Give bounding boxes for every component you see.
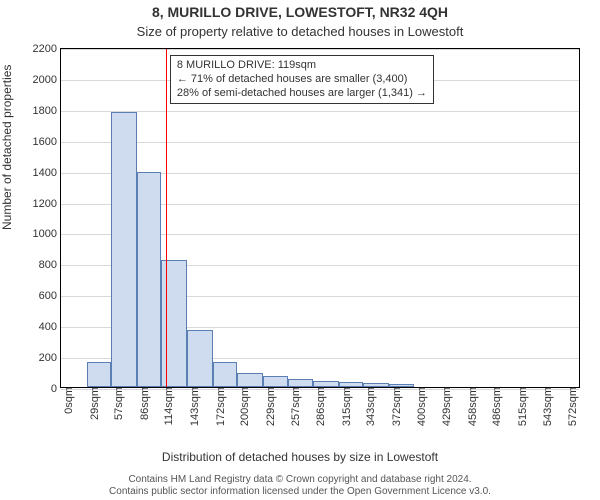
x-tick-label: 286sqm (313, 387, 327, 426)
x-tick-label: 143sqm (187, 387, 201, 426)
y-tick-label: 2000 (33, 74, 61, 86)
histogram-bar (237, 373, 263, 387)
histogram-bar (187, 330, 213, 387)
gridline (61, 111, 579, 112)
x-tick-label: 172sqm (213, 387, 227, 426)
reference-line (166, 49, 167, 387)
x-tick-label: 458sqm (465, 387, 479, 426)
x-axis-label: Distribution of detached houses by size … (0, 450, 600, 464)
annotation-line3: 28% of semi-detached houses are larger (… (177, 87, 427, 101)
y-tick-label: 1600 (33, 136, 61, 148)
x-tick-label: 29sqm (87, 387, 101, 420)
x-tick-label: 343sqm (363, 387, 377, 426)
footer-line2: Contains public sector information licen… (0, 486, 600, 498)
chart-title-line2: Size of property relative to detached ho… (0, 24, 600, 39)
y-tick-label: 1400 (33, 167, 61, 179)
footer-line1: Contains HM Land Registry data © Crown c… (0, 474, 600, 486)
histogram-bar (111, 112, 137, 387)
chart-container: 8, MURILLO DRIVE, LOWESTOFT, NR32 4QH Si… (0, 0, 600, 500)
x-tick-label: 114sqm (161, 387, 175, 425)
histogram-bar (87, 362, 112, 387)
chart-title-line1: 8, MURILLO DRIVE, LOWESTOFT, NR32 4QH (0, 4, 600, 20)
histogram-bar (288, 379, 314, 387)
x-tick-label: 486sqm (489, 387, 503, 426)
x-tick-label: 515sqm (515, 387, 529, 426)
y-tick-label: 1800 (33, 105, 61, 117)
y-tick-label: 1200 (33, 198, 61, 210)
y-axis-label: Number of detached properties (0, 65, 14, 230)
x-tick-label: 0sqm (61, 387, 75, 414)
x-tick-label: 200sqm (237, 387, 251, 426)
y-tick-label: 800 (39, 259, 61, 271)
y-tick-label: 200 (39, 352, 61, 364)
gridline (61, 49, 579, 50)
gridline (61, 142, 579, 143)
x-tick-label: 86sqm (137, 387, 151, 420)
y-tick-label: 0 (51, 383, 61, 395)
annotation-line2: ← 71% of detached houses are smaller (3,… (177, 73, 427, 87)
x-tick-label: 315sqm (339, 387, 353, 426)
x-tick-label: 372sqm (389, 387, 403, 426)
x-tick-label: 429sqm (439, 387, 453, 426)
annotation-line1: 8 MURILLO DRIVE: 119sqm (177, 59, 427, 73)
histogram-bar (213, 362, 238, 388)
y-tick-label: 1000 (33, 228, 61, 240)
y-tick-label: 600 (39, 290, 61, 302)
footer-attribution: Contains HM Land Registry data © Crown c… (0, 474, 600, 498)
y-tick-label: 2200 (33, 43, 61, 55)
x-tick-label: 400sqm (414, 387, 428, 426)
histogram-bar (263, 376, 288, 387)
annotation-box: 8 MURILLO DRIVE: 119sqm ← 71% of detache… (170, 55, 434, 104)
x-tick-label: 57sqm (111, 387, 125, 420)
x-tick-label: 572sqm (565, 387, 579, 426)
plot-area: 0200400600800100012001400160018002000220… (60, 48, 580, 388)
x-tick-label: 543sqm (540, 387, 554, 426)
x-tick-label: 257sqm (288, 387, 302, 426)
x-tick-label: 229sqm (263, 387, 277, 426)
histogram-bar (137, 172, 162, 387)
y-tick-label: 400 (39, 321, 61, 333)
